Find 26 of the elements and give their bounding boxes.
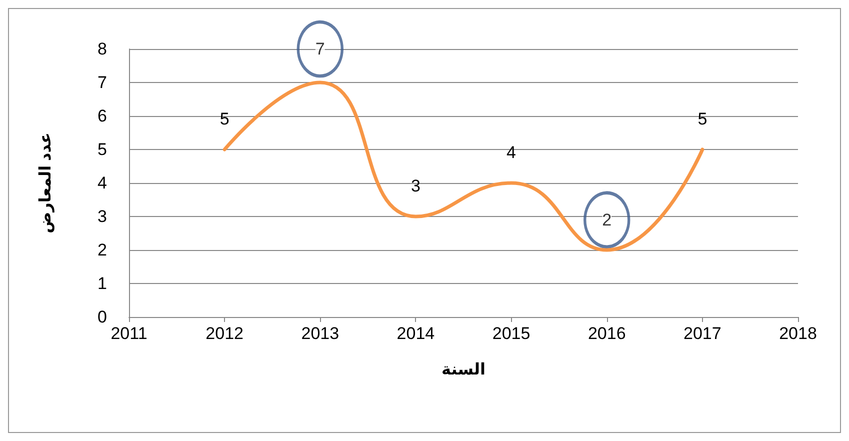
x-tick-label: 2012: [206, 324, 244, 343]
y-tick-label: 4: [98, 174, 107, 192]
y-tick-label: 8: [98, 40, 107, 58]
x-tick-label: 2017: [684, 324, 722, 343]
y-tick-label: 6: [98, 106, 107, 126]
text: 5: [220, 110, 230, 128]
y-axis-title: عدد المعارض: [38, 132, 54, 234]
text: 5: [698, 110, 708, 128]
x-tick-label: 2014: [396, 324, 435, 343]
annotation: 2: [602, 210, 612, 230]
y-tick-label: 1: [98, 274, 107, 293]
y-tick-label: 3: [98, 207, 107, 226]
annotation: 7: [315, 40, 325, 58]
x-tick-label: 2018: [779, 324, 817, 343]
y-tick-label: 5: [98, 140, 107, 159]
text: 3: [410, 176, 420, 196]
y-tick-label: 7: [98, 73, 107, 92]
y-tick-label: 0: [98, 308, 107, 326]
x-tick-label: 2015: [492, 324, 530, 343]
text: 4: [506, 143, 516, 162]
y-tick-label: 2: [98, 240, 107, 260]
x-tick-label: 2011: [110, 324, 148, 343]
x-axis-title: السنة: [441, 362, 486, 378]
x-tick-label: 2016: [588, 324, 626, 343]
x-tick-label: 2013: [301, 324, 340, 343]
line-series: [222, 80, 704, 252]
